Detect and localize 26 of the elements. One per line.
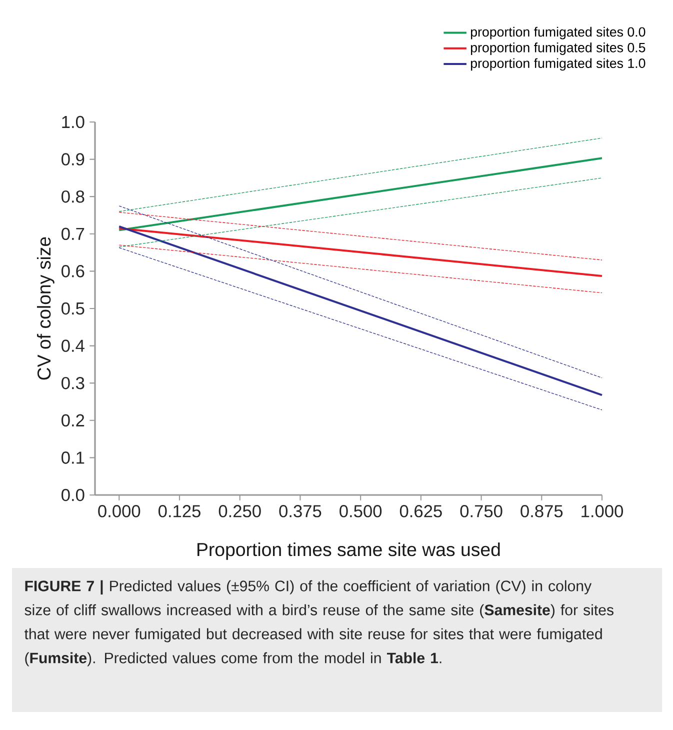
x-tick-label: 0.125 <box>158 505 200 518</box>
y-tick-label: 0.1 <box>62 452 84 464</box>
y-tick-label: 0.6 <box>62 265 84 278</box>
x-tick-label: 0.500 <box>340 505 382 518</box>
x-tick-label: 0.875 <box>520 505 563 518</box>
y-tick-label: 1.0 <box>62 116 84 128</box>
text: FIGURE 7 | Predicted values (±95% CI) of the coefficient of variation (CV) in colony size of cliff swallows increased with a bird’s reuse of the same site (Samesite) for sites that were never fumigated but decreased with site reuse for sites that were fumigated (Fumsite). Predicted values come from the model in Table 1. <box>24 580 614 666</box>
y-tick-label: 0.3 <box>62 376 84 390</box>
x-axis-title: Proportion times same site was used <box>198 542 500 560</box>
legend-label: proportion fumigated sites 0.0 <box>470 26 646 40</box>
legend-label: proportion fumigated sites 0.5 <box>470 42 646 55</box>
x-tick-label: 0.625 <box>400 505 442 518</box>
x-tick-label: 0.750 <box>460 505 502 518</box>
y-tick-label: 0.7 <box>62 228 84 240</box>
y-tick-label: 0.4 <box>62 340 84 352</box>
y-tick-label: 0.9 <box>62 153 84 166</box>
legend-label: proportion fumigated sites 1.0 <box>470 58 646 71</box>
y-tick-label: 0.0 <box>62 488 84 502</box>
x-tick-label: 0.250 <box>218 505 261 518</box>
x-tick-label: 0.000 <box>98 505 140 518</box>
y-axis-title: CV of colony size <box>36 237 54 380</box>
x-tick-label: 1.000 <box>582 505 624 518</box>
y-tick-label: 0.2 <box>62 414 84 427</box>
y-tick-label: 0.8 <box>62 190 84 203</box>
x-tick-label: 0.375 <box>279 505 322 518</box>
y-tick-label: 0.5 <box>62 302 84 315</box>
